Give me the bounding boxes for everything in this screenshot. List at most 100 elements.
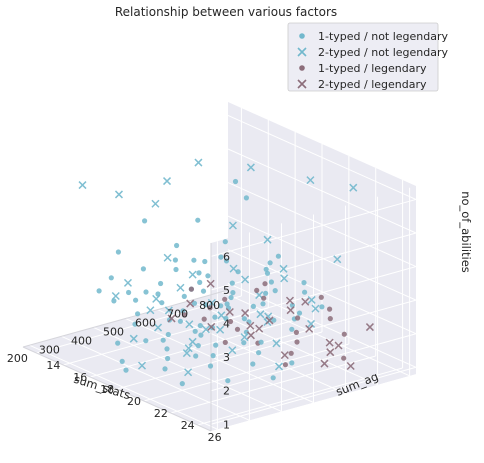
data-point xyxy=(195,217,201,223)
data-point xyxy=(207,298,216,307)
legend-marker xyxy=(299,33,305,39)
data-point xyxy=(205,273,211,279)
y-tick-label: 22 xyxy=(154,407,168,420)
data-point xyxy=(191,300,198,306)
data-point xyxy=(119,358,125,364)
grid-y-floor xyxy=(197,367,403,426)
data-point xyxy=(182,349,191,358)
data-point xyxy=(111,298,117,304)
data-point xyxy=(228,294,234,301)
data-point xyxy=(210,353,216,359)
data-point xyxy=(286,306,295,315)
data-point xyxy=(184,368,193,377)
x-tick-label: 400 xyxy=(71,334,92,347)
data-point xyxy=(255,324,264,333)
data-point xyxy=(133,297,139,303)
data-point xyxy=(319,304,325,310)
data-point xyxy=(172,257,178,263)
data-point xyxy=(256,310,265,319)
x-tick-label: 800 xyxy=(199,299,220,312)
data-point xyxy=(271,317,277,323)
data-point xyxy=(227,318,234,325)
data-point xyxy=(185,320,194,329)
data-point xyxy=(126,289,132,296)
data-point xyxy=(228,221,237,230)
y-tick-label: 20 xyxy=(127,395,141,408)
data-point xyxy=(246,331,255,340)
z-tick-label: 6 xyxy=(223,250,230,263)
data-point xyxy=(200,288,207,294)
data-point xyxy=(264,270,271,276)
data-point xyxy=(225,307,234,317)
data-point xyxy=(197,279,203,285)
data-point xyxy=(293,329,299,335)
data-point xyxy=(267,260,273,266)
legend: 1-typed / not legendary 2-typed / not leg… xyxy=(287,22,449,92)
data-point xyxy=(132,321,138,327)
data-point xyxy=(280,351,289,360)
data-point xyxy=(241,275,250,284)
data-point xyxy=(164,306,173,315)
data-point xyxy=(198,332,204,338)
data-point xyxy=(160,337,166,343)
data-point xyxy=(334,341,343,350)
z-tick-label: 4 xyxy=(223,318,230,331)
data-point xyxy=(280,274,289,283)
data-point xyxy=(294,339,300,345)
data-point xyxy=(195,343,201,349)
data-point xyxy=(241,316,247,322)
y-axis-line xyxy=(22,346,212,432)
y-tick-label: 24 xyxy=(181,419,195,432)
data-point xyxy=(222,239,228,245)
data-point xyxy=(196,270,202,276)
data-point xyxy=(96,288,102,294)
data-point xyxy=(272,288,278,294)
data-point xyxy=(223,315,229,321)
data-point xyxy=(181,293,187,299)
data-point xyxy=(262,281,268,287)
data-point xyxy=(241,340,247,346)
data-point xyxy=(191,257,197,263)
data-point xyxy=(263,290,269,296)
chart-title: Relationship between various factors xyxy=(115,5,337,19)
data-point xyxy=(265,316,274,325)
data-point xyxy=(188,270,197,279)
legend-entry: 2-typed / not legendary xyxy=(297,46,449,59)
data-point xyxy=(174,242,180,249)
data-point xyxy=(188,337,197,346)
data-point xyxy=(289,326,295,332)
grid-z-side xyxy=(227,215,417,301)
data-point xyxy=(212,314,218,320)
legend-entry: 2-typed / legendary xyxy=(297,78,427,91)
grid-y-floor xyxy=(143,343,349,402)
data-point xyxy=(279,264,288,273)
data-point xyxy=(263,266,269,272)
data-point xyxy=(270,375,276,381)
grid-z-back xyxy=(210,333,417,392)
data-point xyxy=(151,199,160,208)
data-point xyxy=(234,326,241,332)
grid-y-floor xyxy=(116,331,323,390)
data-point xyxy=(341,331,347,337)
data-point xyxy=(246,163,255,172)
data-point xyxy=(165,331,171,338)
data-point xyxy=(192,328,198,334)
data-point xyxy=(222,296,228,302)
data-point xyxy=(228,346,237,355)
data-point xyxy=(184,344,193,353)
data-point xyxy=(216,325,225,334)
legend-marker xyxy=(299,65,305,71)
data-point xyxy=(307,319,316,328)
data-point xyxy=(260,301,266,307)
grid-z-side xyxy=(227,249,417,335)
grid-y-floor xyxy=(170,355,376,414)
data-point xyxy=(225,378,231,384)
data-point xyxy=(207,305,213,311)
grid-z-back xyxy=(210,366,417,425)
x-tick-label: 300 xyxy=(39,343,60,356)
z-tick-label: 1 xyxy=(223,418,230,431)
data-point xyxy=(207,322,216,331)
data-point xyxy=(188,286,194,292)
data-point xyxy=(305,324,314,333)
y-tick-label: 18 xyxy=(100,383,114,396)
